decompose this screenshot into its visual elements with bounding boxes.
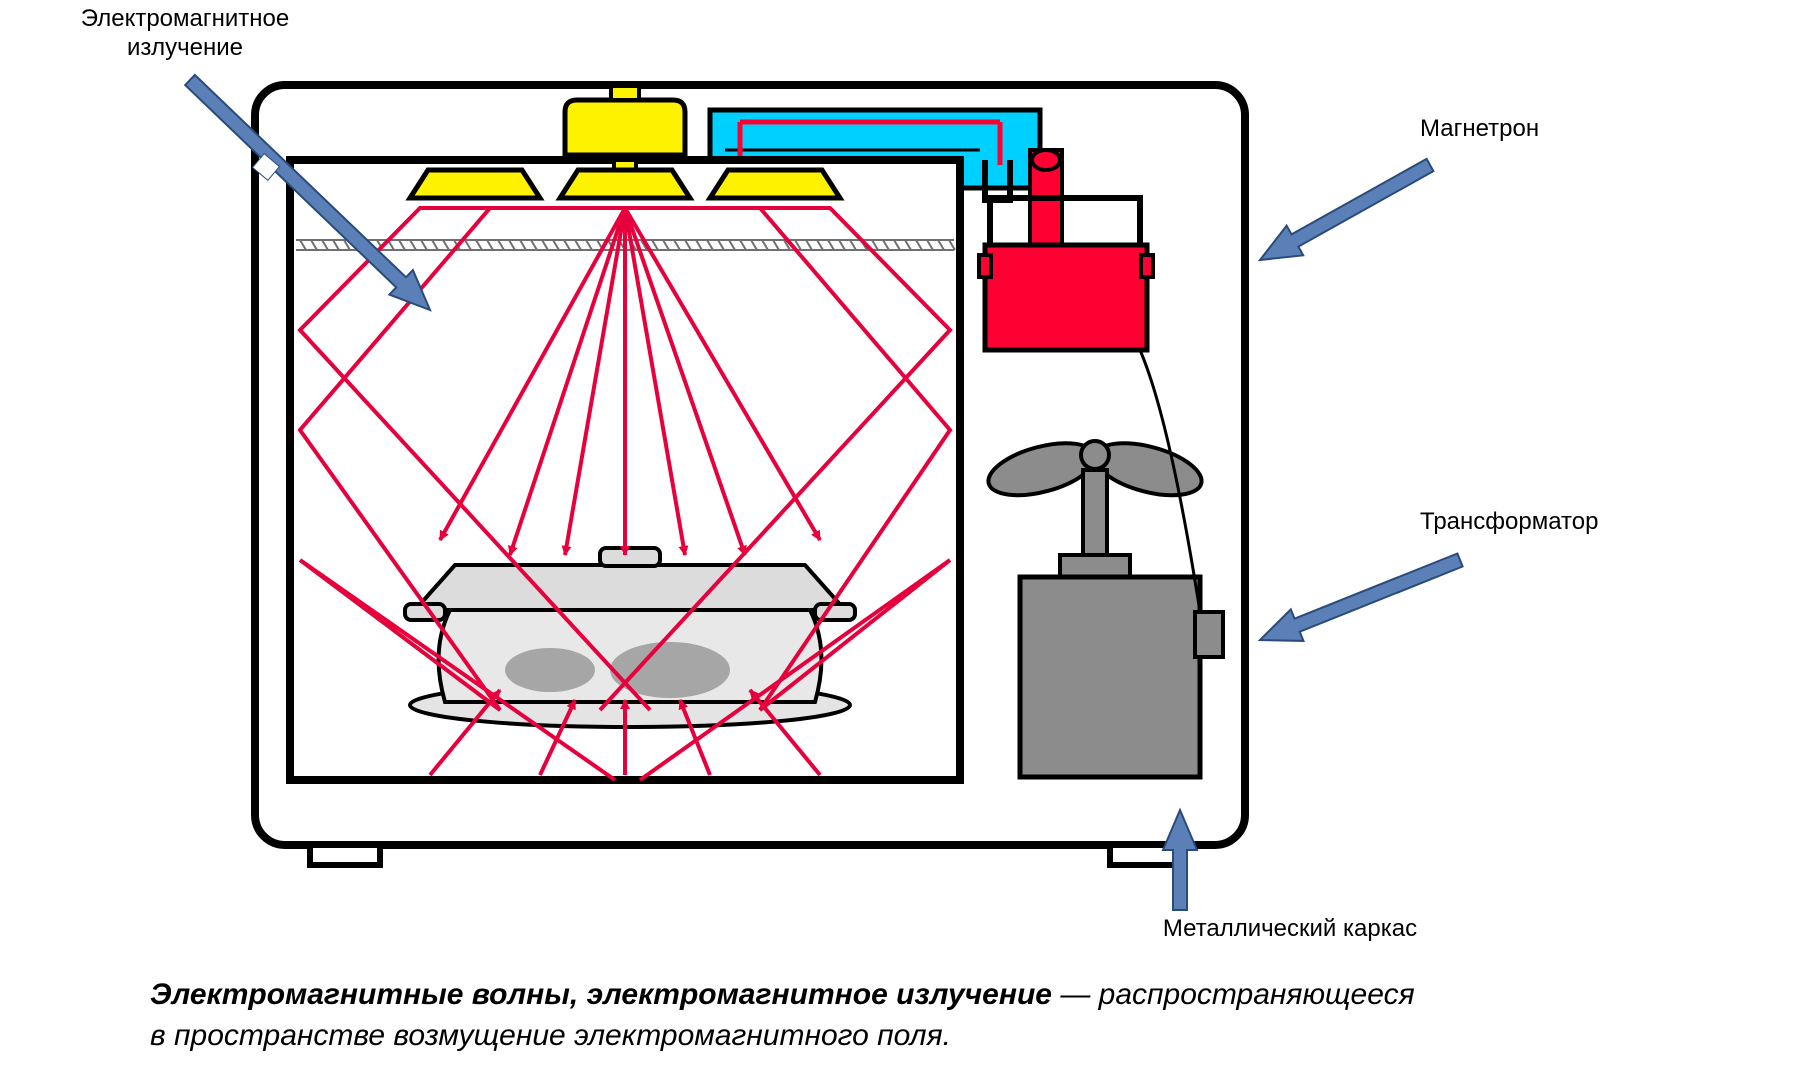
caption-rest2: в пространстве возмущение электромагнитн… <box>150 1019 951 1052</box>
caption-dash: — <box>1052 978 1099 1011</box>
caption: Электромагнитные волны, электромагнитное… <box>150 975 1650 1056</box>
label-magnetron: Магнетрон <box>1420 115 1680 144</box>
label-emission: Электромагнитное излучение <box>45 5 325 63</box>
diagram-stage: Электромагнитное излучение Магнетрон Тра… <box>0 0 1800 1074</box>
caption-rest1: распространяющееся <box>1099 978 1415 1011</box>
label-emission-line2: излучение <box>127 34 243 61</box>
label-frame: Металлический каркас <box>1090 915 1490 944</box>
microwave-diagram-svg <box>0 0 1800 1074</box>
caption-bold: Электромагнитные волны, электромагнитное… <box>150 978 1052 1011</box>
label-emission-line1: Электромагнитное <box>81 5 289 32</box>
label-transformer: Трансформатор <box>1420 508 1720 537</box>
